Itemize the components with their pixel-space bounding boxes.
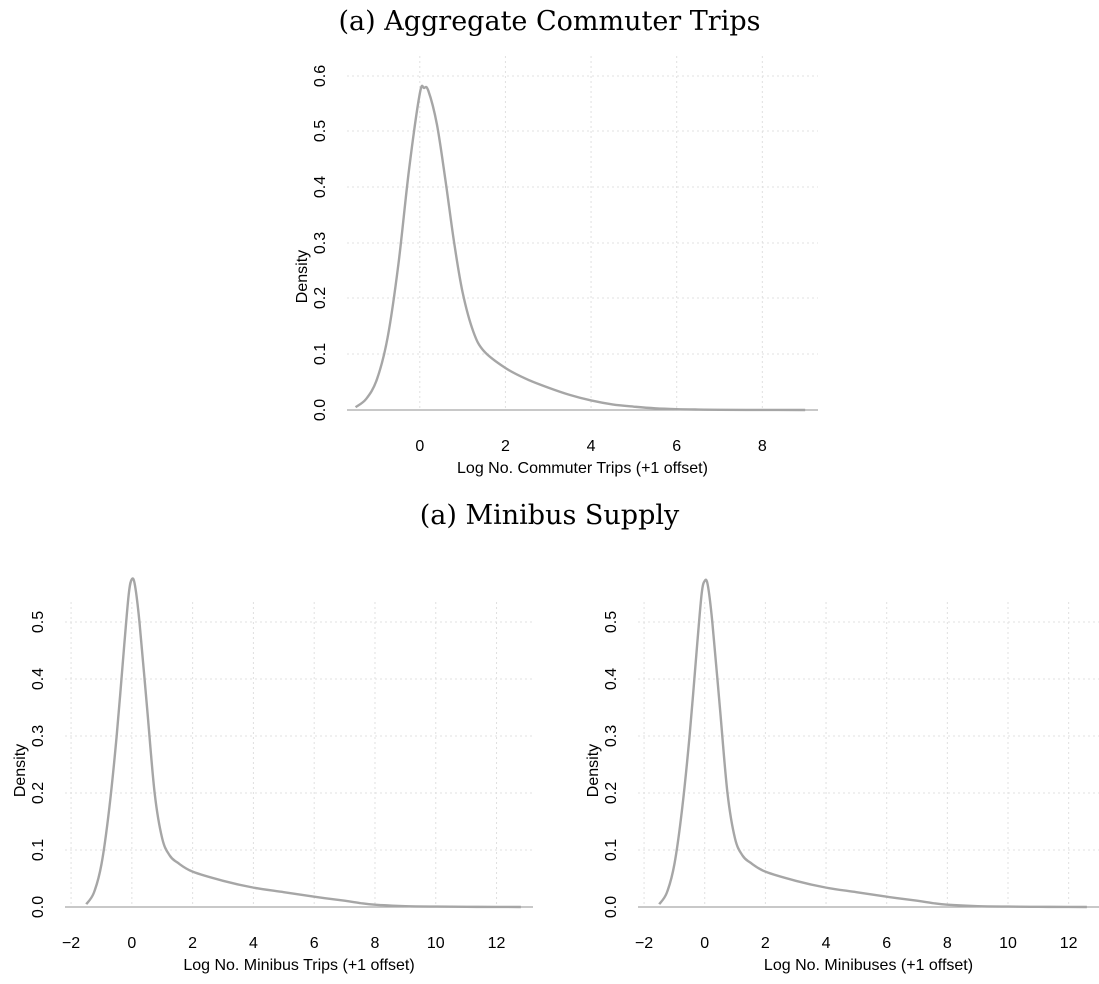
y-tick-label: 0.4 <box>30 668 47 690</box>
x-tick-label: −2 <box>635 935 653 952</box>
x-tick-label: 2 <box>188 935 197 952</box>
x-tick-label: −2 <box>62 935 80 952</box>
chart-title-aggregate-commuter-trips: (a) Aggregate Commuter Trips <box>338 6 761 37</box>
y-tick-label: 0.4 <box>312 176 329 198</box>
x-tick-label: 0 <box>700 935 709 952</box>
y-tick-label: 0.2 <box>603 782 620 804</box>
x-tick-label: 12 <box>488 935 506 952</box>
y-axis-label: Density <box>585 744 602 797</box>
x-tick-label: 4 <box>587 438 596 455</box>
y-tick-label: 0.5 <box>603 611 620 633</box>
y-tick-label: 0.2 <box>30 782 47 804</box>
x-tick-label: 8 <box>943 935 952 952</box>
y-tick-label: 0.1 <box>30 839 47 861</box>
y-tick-label: 0.3 <box>603 725 620 747</box>
x-tick-label: 8 <box>371 935 380 952</box>
density-curve-minibuses <box>658 578 1087 909</box>
density-curve-aggregate <box>354 84 806 412</box>
x-tick-label: 12 <box>1060 935 1078 952</box>
x-tick-label: 6 <box>310 935 319 952</box>
y-tick-label: 0.0 <box>603 896 620 918</box>
y-tick-label: 0.1 <box>312 343 329 365</box>
y-tick-label: 0.3 <box>312 232 329 254</box>
y-axis-label: Density <box>294 250 311 303</box>
y-tick-label: 0.0 <box>312 399 329 421</box>
x-tick-label: 4 <box>822 935 831 952</box>
y-tick-label: 0.5 <box>312 120 329 142</box>
y-tick-label: 0.0 <box>30 896 47 918</box>
x-tick-label: 2 <box>501 438 510 455</box>
x-tick-label: 6 <box>882 935 891 952</box>
chart-title-minibus-supply: (a) Minibus Supply <box>419 500 680 531</box>
y-tick-label: 0.3 <box>30 725 47 747</box>
y-tick-label: 0.5 <box>30 611 47 633</box>
density-curve-minibus-trips <box>85 577 521 909</box>
x-tick-label: 0 <box>127 935 136 952</box>
y-axis-label: Density <box>12 744 29 797</box>
y-tick-label: 0.1 <box>603 839 620 861</box>
y-tick-label: 0.4 <box>603 668 620 690</box>
x-axis-label: Log No. Minibuses (+1 offset) <box>764 957 973 974</box>
y-tick-label: 0.6 <box>312 65 329 87</box>
x-tick-label: 8 <box>758 438 767 455</box>
y-tick-label: 0.2 <box>312 287 329 309</box>
x-axis-label: Log No. Commuter Trips (+1 offset) <box>457 460 708 477</box>
x-tick-label: 2 <box>761 935 770 952</box>
x-tick-label: 6 <box>672 438 681 455</box>
x-tick-label: 4 <box>249 935 258 952</box>
x-tick-label: 0 <box>415 438 424 455</box>
x-axis-label: Log No. Minibus Trips (+1 offset) <box>183 957 414 974</box>
x-tick-label: 10 <box>427 935 445 952</box>
x-tick-label: 10 <box>999 935 1017 952</box>
